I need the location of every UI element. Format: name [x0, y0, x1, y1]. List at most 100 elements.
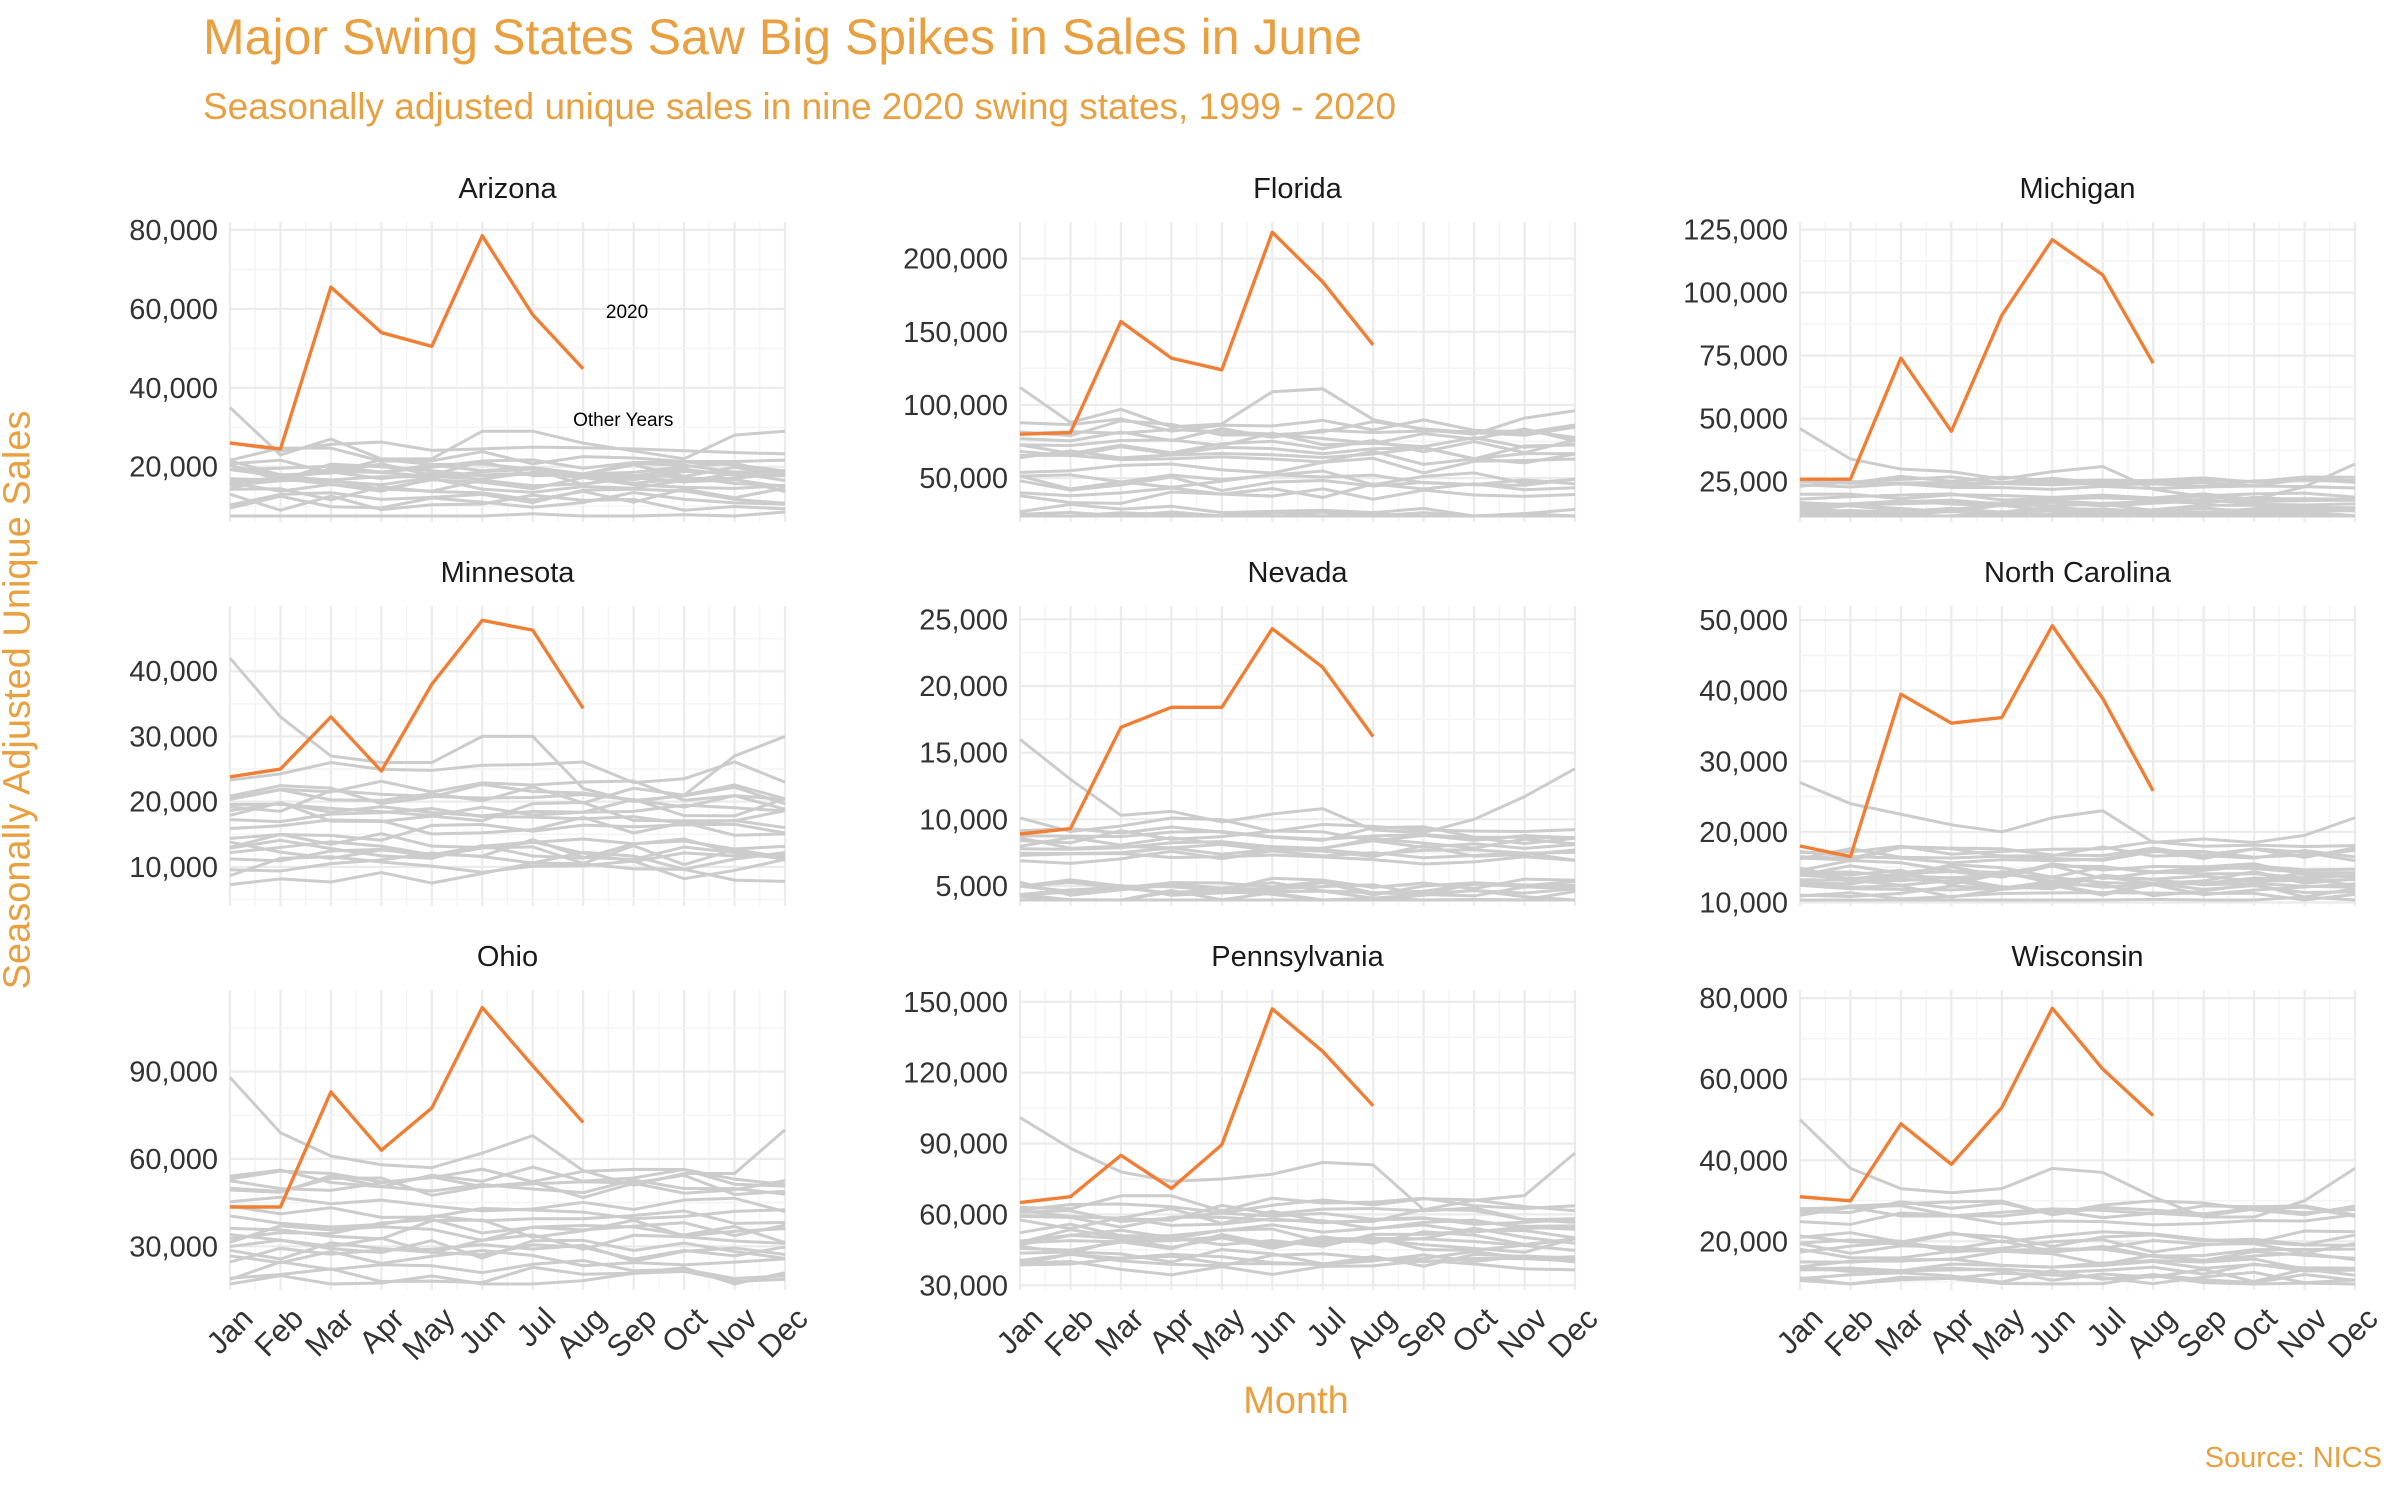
other-year-series: [229, 446, 786, 466]
annotation-2020-label: 2020: [606, 302, 648, 323]
other-year-series: [1799, 1242, 2356, 1258]
other-year-series: [1019, 1228, 1576, 1248]
y-tick-label: 25,000: [919, 604, 1008, 636]
other-year-series: [229, 1174, 786, 1196]
x-tick-label: Jun: [452, 1301, 512, 1361]
panel-wisconsin: Wisconsin20,00040,00060,00080,000JanFebM…: [1699, 941, 2384, 1367]
x-tick-label: Aug: [549, 1301, 613, 1365]
x-tick-label: Oct: [2225, 1301, 2284, 1360]
series-2020-pennsylvania: [1019, 1007, 1375, 1205]
y-tick-label: 15,000: [919, 738, 1008, 770]
x-tick-label: Dec: [2321, 1301, 2385, 1365]
other-year-series: [1019, 852, 1576, 866]
gridlines-michigan: [1798, 222, 2357, 522]
y-tick-label: 30,000: [129, 721, 218, 753]
x-tick-label: Jan: [200, 1301, 260, 1361]
other-year-series: [229, 1224, 786, 1244]
other-year-series: [228, 657, 786, 804]
source-caption: Source: NICS: [2204, 1442, 2382, 1474]
y-tick-label: 90,000: [919, 1129, 1008, 1161]
other-year-series: [1799, 869, 2356, 886]
other-year-series: [229, 1218, 786, 1241]
other-year-series: [1019, 888, 1576, 902]
y-tick-label: 20,000: [129, 787, 218, 819]
x-tick-label: Sep: [600, 1301, 664, 1365]
other-year-series: [1800, 895, 2356, 902]
x-tick-label: Jun: [1242, 1301, 1302, 1361]
other-year-series: [1799, 477, 2356, 488]
panel-title-ohio: Ohio: [477, 941, 538, 973]
x-axis-label: Month: [1243, 1380, 1349, 1422]
y-tick-label: 20,000: [1699, 817, 1788, 849]
other-year-series: [1799, 862, 2356, 880]
other-year-series: [229, 837, 786, 860]
other-year-series: [1019, 482, 1576, 499]
other-year-series: [1019, 1194, 1576, 1213]
other-year-series: [1799, 509, 2356, 518]
x-tick-label: Mar: [1088, 1301, 1151, 1364]
y-tick-label: 80,000: [1699, 983, 1788, 1015]
other-years-lines-arizona: [228, 406, 786, 518]
other-year-series: [229, 760, 786, 785]
y-tick-label: 200,000: [903, 244, 1008, 276]
panel-title-arizona: Arizona: [458, 173, 557, 205]
y-tick-label: 40,000: [1699, 676, 1788, 708]
x-tick-label: Nov: [2270, 1300, 2334, 1364]
other-year-series: [1799, 1274, 2356, 1286]
x-tick-label: Apr: [352, 1301, 411, 1360]
other-year-series: [1799, 882, 2356, 897]
other-year-series: [1019, 510, 1575, 518]
series-2020-minnesota: [229, 618, 585, 779]
annotation-other-years-label: Other Years: [573, 410, 673, 431]
chart-subtitle: Seasonally adjusted unique sales in nine…: [203, 86, 1397, 127]
x-tick-label: Apr: [1922, 1301, 1981, 1360]
other-year-series: [229, 1167, 786, 1188]
other-year-series: [229, 789, 786, 813]
x-tick-label: Feb: [1038, 1301, 1101, 1364]
other-year-series: [1019, 419, 1576, 438]
other-year-series: [1799, 491, 2356, 502]
series-2020-north-carolina: [1799, 624, 2155, 859]
panel-title-wisconsin: Wisconsin: [2011, 941, 2143, 973]
y-tick-label: 120,000: [903, 1058, 1008, 1090]
other-year-series: [229, 1258, 786, 1281]
panel-florida: Florida 50,000 100,000 150,000 200,000: [903, 173, 1577, 522]
panel-title-nevada: Nevada: [1248, 557, 1349, 589]
other-year-series: [1019, 445, 1576, 461]
other-year-series: [229, 1249, 786, 1268]
other-year-series: [1799, 845, 2356, 861]
y-tick-label: 75,000: [1699, 341, 1788, 373]
y-tick-label: 40,000: [129, 373, 218, 405]
other-year-series: [229, 844, 786, 867]
other-year-series: [1019, 1258, 1576, 1277]
other-year-series: [1019, 438, 1576, 455]
other-year-series: [229, 485, 786, 504]
other-year-series: [229, 1209, 786, 1229]
x-tick-label: Nov: [700, 1300, 764, 1364]
y-tick-label: 10,000: [129, 852, 218, 884]
x-tick-label: Sep: [2170, 1301, 2234, 1365]
other-year-series: [1019, 1252, 1576, 1268]
y-tick-label: 90,000: [129, 1057, 218, 1089]
panel-minnesota: Minnesota 10,000 20,000 30,000 40,000: [129, 557, 787, 906]
other-year-series: [229, 782, 786, 806]
series-2020-wisconsin: [1799, 1006, 2155, 1203]
other-year-series: [1019, 829, 1576, 845]
y-tick-label: 20,000: [919, 671, 1008, 703]
x-tick-label: May: [395, 1300, 462, 1367]
other-years-lines-florida: [1019, 386, 1576, 518]
panel-nevada: Nevada 5,000 10,000 15,000 20,000 25,000: [919, 557, 1577, 906]
other-years-lines-wisconsin: [1798, 1118, 2356, 1286]
other-year-series: [229, 1241, 786, 1261]
x-tick-label: Sep: [1390, 1301, 1454, 1365]
y-tick-label: 30,000: [1699, 746, 1788, 778]
other-years-lines-nevada: [1019, 738, 1576, 902]
other-year-series: [1019, 1116, 1576, 1212]
other-year-series: [229, 458, 786, 477]
y-tick-label: 100,000: [1683, 278, 1788, 310]
y-tick-label: 20,000: [1699, 1226, 1788, 1258]
panel-title-north-carolina: North Carolina: [1984, 557, 2172, 589]
y-tick-label: 10,000: [919, 804, 1008, 836]
x-tick-label: Mar: [1868, 1301, 1931, 1364]
